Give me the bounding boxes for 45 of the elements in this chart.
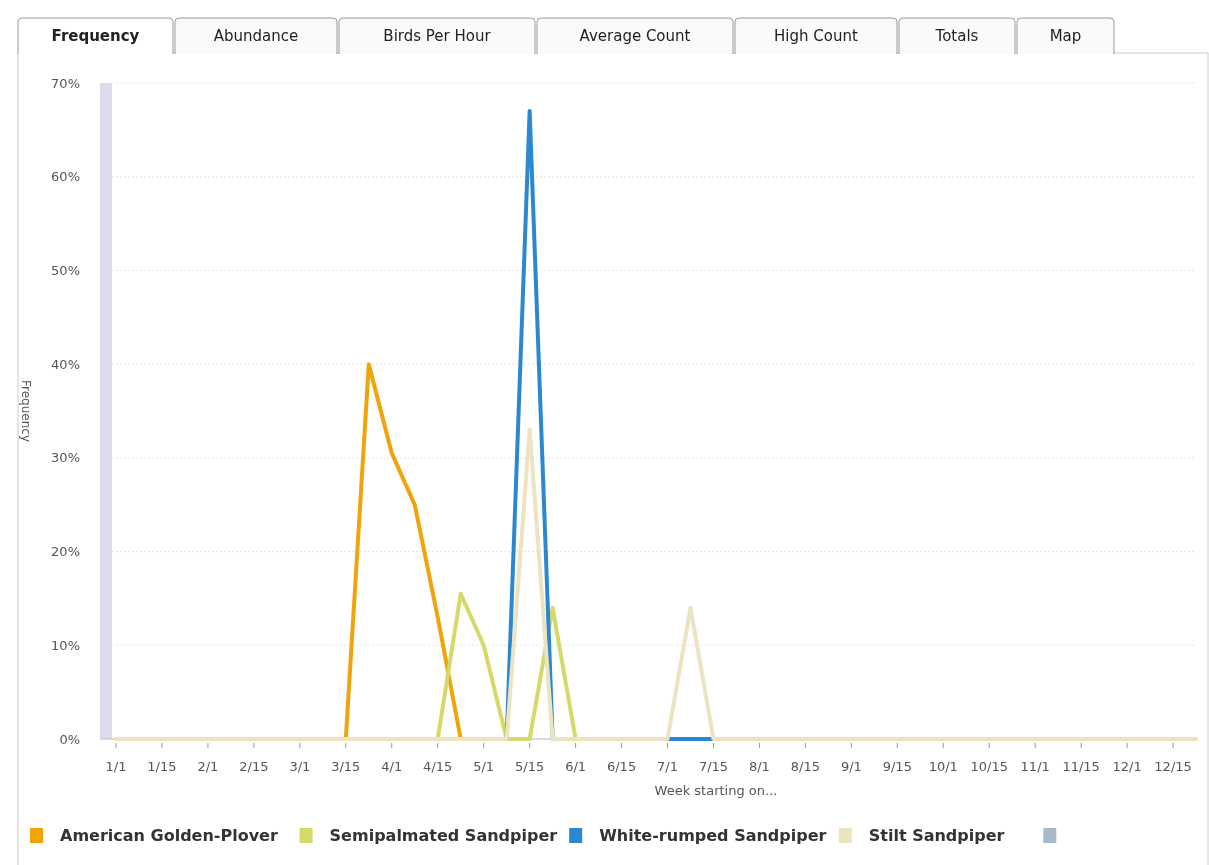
y-tick-label: 30% <box>51 450 80 466</box>
x-tick-label: 5/1 <box>473 759 495 774</box>
x-tick-label: 2/15 <box>239 759 269 774</box>
y-tick-label: 70% <box>51 75 80 91</box>
tab: Map <box>1016 17 1115 55</box>
x-tick-label: 9/1 <box>840 759 862 774</box>
x-tick-label: 1/15 <box>147 759 177 774</box>
x-tick-label: 8/1 <box>748 759 770 774</box>
x-tick-label: 7/15 <box>698 759 729 774</box>
x-tick-label: 3/15 <box>331 759 361 774</box>
x-tick-label: 4/15 <box>423 759 453 774</box>
x-tick-label: 11/1 <box>1020 759 1050 774</box>
x-tick-label: 6/1 <box>565 759 587 774</box>
x-tick-label: 11/15 <box>1062 759 1100 774</box>
x-tick-label: 5/15 <box>515 759 545 774</box>
y-tick-label: 40% <box>51 356 80 372</box>
y-tick-label: 60% <box>51 169 80 185</box>
x-tick-label: 3/1 <box>289 759 311 774</box>
y-tick-label: 50% <box>51 262 80 278</box>
tab: Frequency <box>17 17 174 55</box>
legend-label: Stilt Sandpiper <box>868 826 1005 845</box>
x-tick-label: 10/1 <box>928 759 958 774</box>
x-axis-title: Week starting on... <box>654 783 778 798</box>
legend-label: American Golden-Plover <box>60 826 278 845</box>
tab: Birds Per Hour <box>338 17 536 55</box>
legend-label: Semipalmated Sandpiper <box>329 826 558 845</box>
x-tick-label: 7/1 <box>657 759 678 774</box>
y-tick-label: 10% <box>51 637 80 653</box>
y-tick-label: 0% <box>59 731 80 747</box>
x-tick-label: 4/1 <box>381 759 403 774</box>
x-tick-label: 8/15 <box>790 759 820 774</box>
tab: Average Count <box>536 17 734 55</box>
x-tick-label: 1/1 <box>105 759 127 774</box>
x-tick-label: 10/15 <box>970 759 1008 774</box>
y-axis-title: Frequency <box>19 380 33 442</box>
x-tick-label: 6/15 <box>606 759 637 774</box>
tab: Totals <box>898 17 1016 55</box>
x-tick-label: 12/15 <box>1154 759 1192 774</box>
y-tick-label: 20% <box>51 544 80 560</box>
tab: Abundance <box>174 17 338 55</box>
x-tick-label: 12/1 <box>1112 759 1142 774</box>
x-tick-label: 9/15 <box>882 759 912 774</box>
x-tick-label: 2/1 <box>197 759 219 774</box>
legend-label: White-rumped Sandpiper <box>599 826 827 845</box>
tab: High Count <box>734 17 898 55</box>
